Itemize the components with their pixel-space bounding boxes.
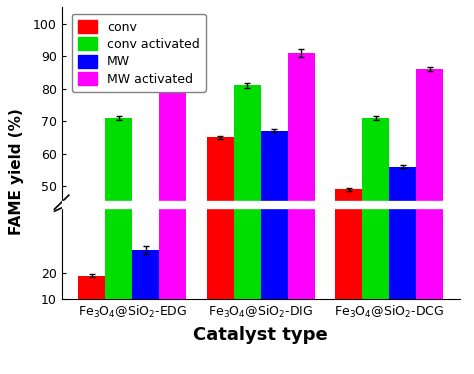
Bar — [288, 88, 315, 325]
Bar — [78, 276, 105, 325]
Text: FAME yield (%): FAME yield (%) — [9, 109, 25, 235]
Bar — [234, 85, 261, 348]
Bar — [78, 286, 105, 348]
Bar — [335, 189, 362, 348]
Bar — [288, 53, 315, 348]
Bar — [389, 166, 416, 348]
Legend: conv, conv activated, MW, MW activated: conv, conv activated, MW, MW activated — [72, 14, 206, 92]
Bar — [335, 197, 362, 325]
Bar — [389, 179, 416, 325]
Bar — [362, 140, 389, 325]
Bar — [207, 137, 234, 348]
Bar — [416, 101, 443, 325]
Bar — [159, 76, 186, 348]
Bar — [261, 151, 288, 325]
Bar — [416, 69, 443, 348]
X-axis label: Catalyst type: Catalyst type — [193, 326, 328, 344]
Bar — [159, 106, 186, 325]
Bar — [105, 118, 132, 348]
Bar — [362, 118, 389, 348]
Bar — [105, 140, 132, 325]
Bar — [132, 254, 159, 348]
Bar — [207, 156, 234, 325]
Bar — [261, 131, 288, 348]
Bar — [132, 250, 159, 325]
Bar — [234, 114, 261, 325]
